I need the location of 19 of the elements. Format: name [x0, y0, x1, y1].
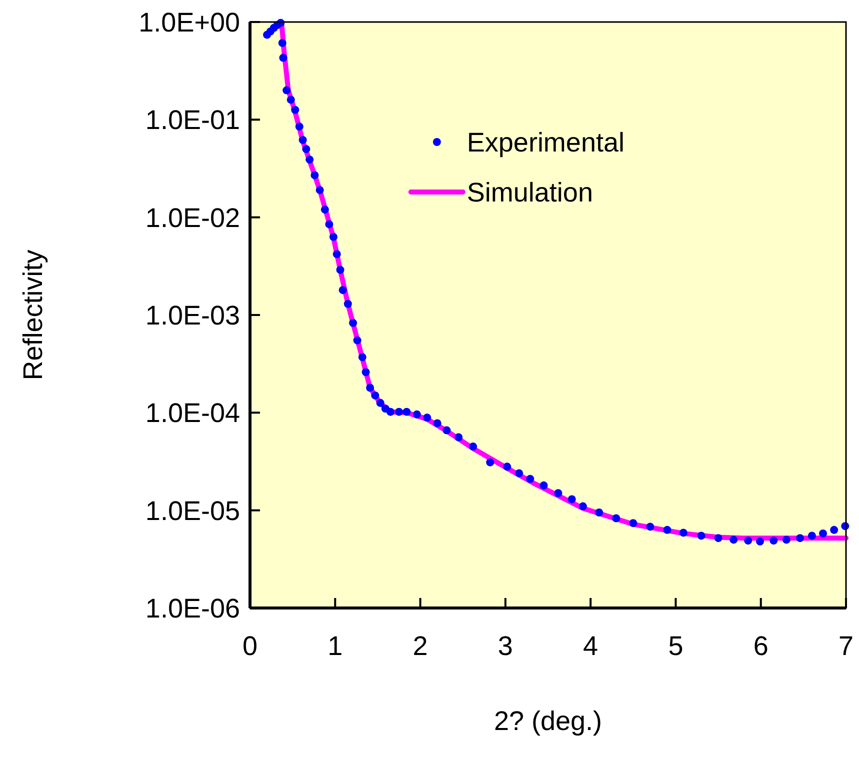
- y-tick-label: 1.0E-02: [145, 202, 240, 233]
- x-tick-label: 3: [498, 631, 513, 661]
- x-tick-label: 7: [838, 631, 854, 661]
- x-axis-title: 2? (deg.): [494, 706, 602, 736]
- y-axis-title: Reflectivity: [18, 249, 48, 380]
- x-tick-label: 0: [242, 631, 258, 661]
- y-tick-label: 1.0E-05: [145, 496, 240, 526]
- x-tick-label: 1: [328, 631, 343, 661]
- y-tick-label: 1.0E-01: [145, 105, 240, 136]
- legend-label: Simulation: [466, 177, 593, 208]
- y-tick-label: 1.0E+00: [138, 7, 240, 38]
- x-tick-label: 5: [668, 631, 684, 661]
- y-tick-label: 1.0E-03: [145, 300, 240, 330]
- x-tick-label: 4: [583, 631, 598, 661]
- x-tick-label: 6: [753, 631, 768, 661]
- y-tick-label: 1.0E-06: [145, 593, 240, 624]
- x-tick-label: 2: [412, 631, 428, 661]
- legend-label: Experimental: [466, 127, 624, 158]
- y-tick-label: 1.0E-04: [145, 398, 240, 428]
